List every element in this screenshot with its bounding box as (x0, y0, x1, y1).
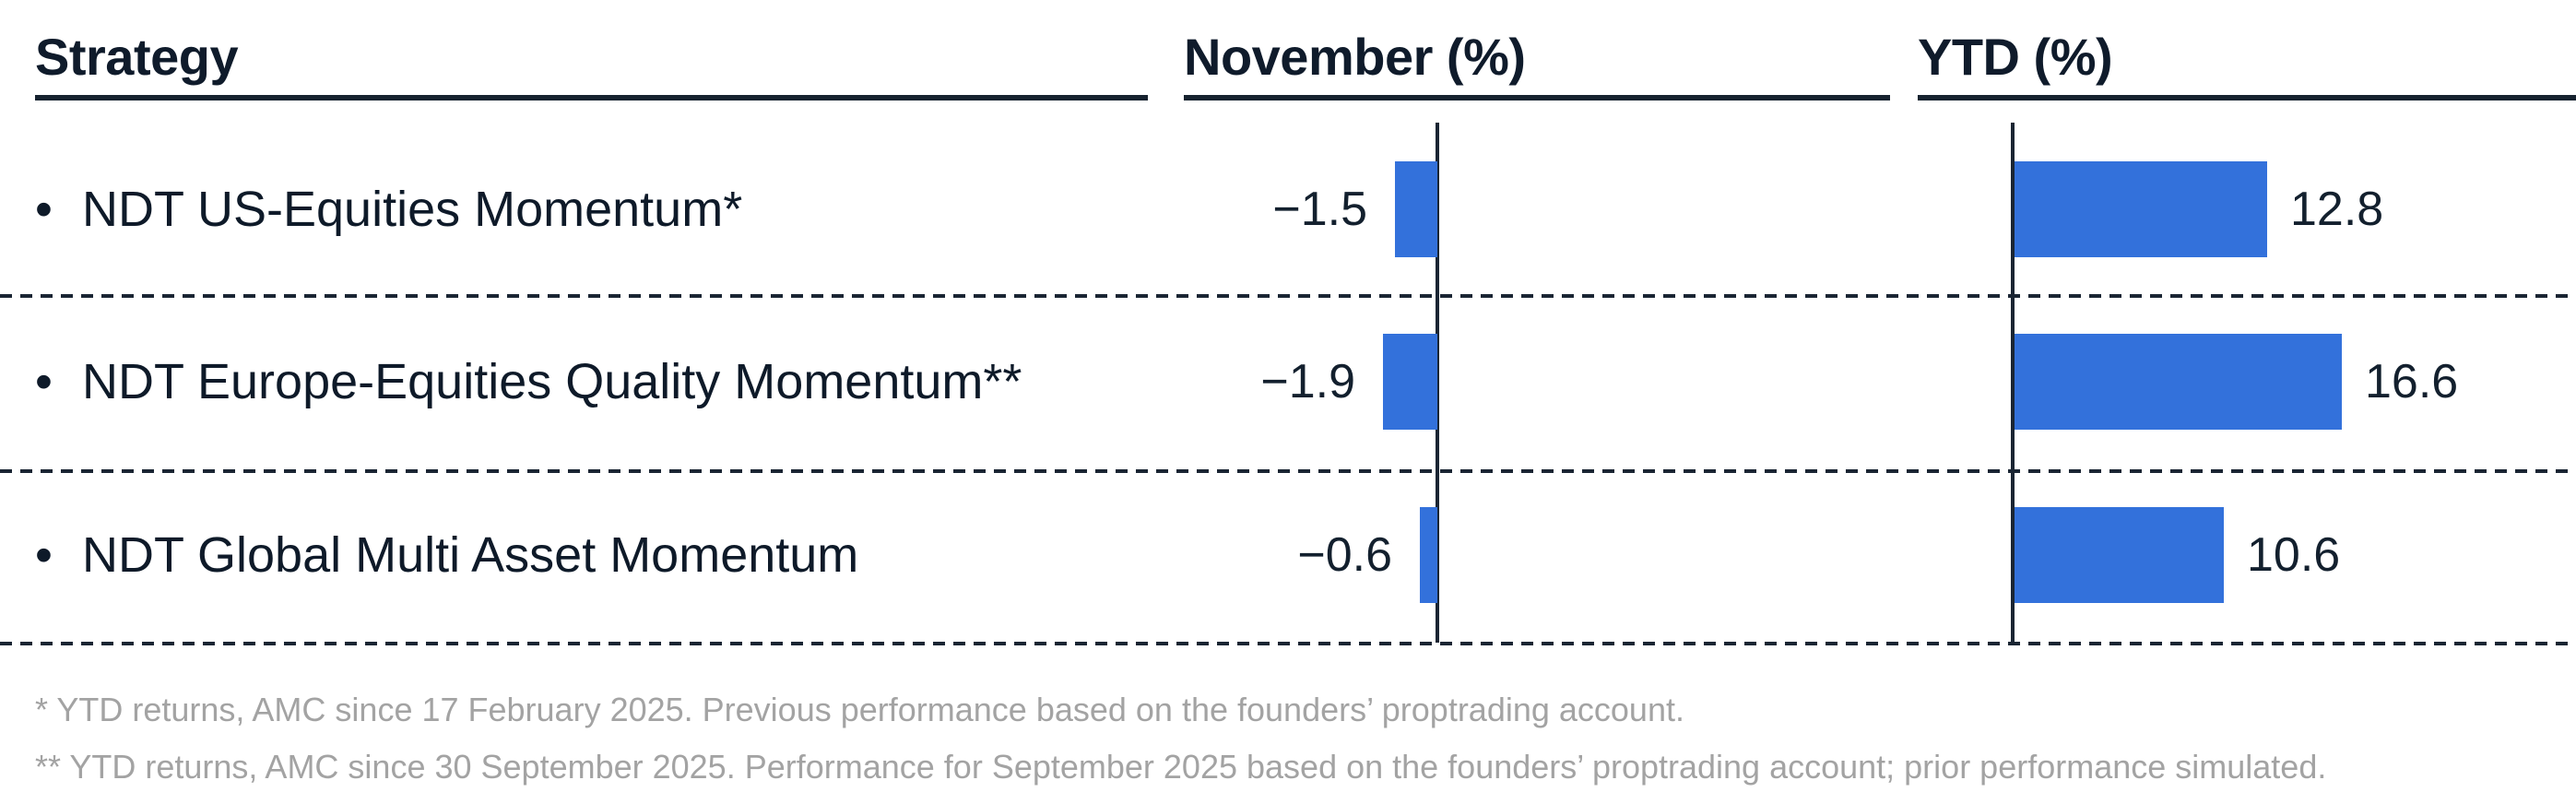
ytd-zero-axis (2011, 123, 2015, 643)
ytd-bar (2015, 507, 2224, 603)
strategy-header-rule (35, 95, 1148, 100)
strategy-row-label: • NDT Europe-Equities Quality Momentum** (35, 334, 1022, 430)
ytd-bar (2015, 161, 2267, 257)
footnote-double-asterisk: ** YTD returns, AMC since 30 September 2… (35, 748, 2327, 786)
ytd-value-label: 10.6 (2247, 528, 2341, 582)
strategy-row-label: • NDT US-Equities Momentum* (35, 161, 742, 257)
november-zero-axis (1436, 123, 1439, 643)
bullet-icon: • (35, 527, 53, 583)
column-header-strategy: Strategy (35, 28, 239, 86)
column-header-ytd: YTD (%) (1918, 28, 2113, 86)
row-separator-2 (0, 469, 2576, 473)
november-value-label: −1.9 (1260, 355, 1355, 408)
strategy-name: NDT Global Multi Asset Momentum (82, 527, 859, 583)
footnote-single-asterisk: * YTD returns, AMC since 17 February 202… (35, 691, 1684, 728)
bullet-icon: • (35, 182, 53, 237)
ytd-value-label: 16.6 (2365, 355, 2459, 408)
row-separator-3 (0, 642, 2576, 645)
bullet-icon: • (35, 354, 53, 409)
november-header-rule (1184, 95, 1890, 100)
november-bar (1395, 161, 1437, 257)
column-header-november: November (%) (1184, 28, 1526, 86)
strategy-row-label: • NDT Global Multi Asset Momentum (35, 507, 858, 603)
november-bar (1383, 334, 1437, 430)
november-bar (1420, 507, 1437, 603)
ytd-header-rule (1918, 95, 2576, 100)
strategy-name: NDT Europe-Equities Quality Momentum** (82, 354, 1022, 409)
ytd-value-label: 12.8 (2290, 183, 2384, 236)
november-value-label: −1.5 (1272, 183, 1367, 236)
row-separator-1 (0, 294, 2576, 298)
ytd-bar (2015, 334, 2342, 430)
november-value-label: −0.6 (1297, 528, 1392, 582)
strategy-name: NDT US-Equities Momentum* (82, 182, 743, 237)
